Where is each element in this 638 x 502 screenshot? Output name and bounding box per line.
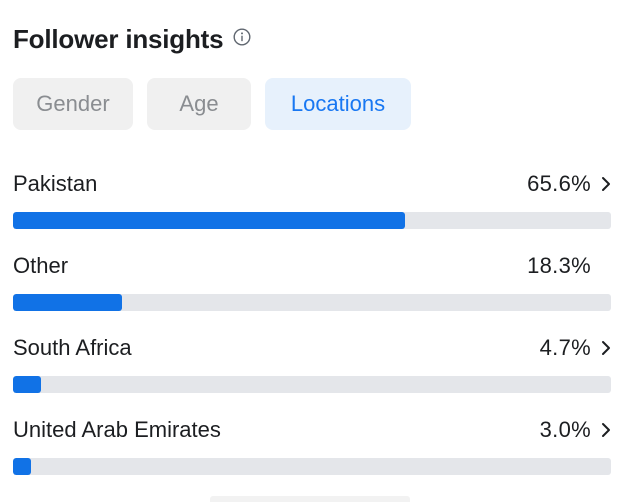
tab-gender[interactable]: Gender — [13, 78, 133, 130]
location-row-other: Other 18.3% — [13, 242, 613, 324]
progress-bar-fill — [13, 212, 405, 229]
location-label: Pakistan — [13, 171, 98, 196]
location-row-pakistan[interactable]: Pakistan 65.6% — [13, 160, 613, 242]
location-label: United Arab Emirates — [13, 417, 221, 442]
info-icon[interactable] — [233, 28, 251, 46]
chevron-right-icon[interactable] — [599, 175, 613, 193]
chevron-right-icon[interactable] — [599, 339, 613, 357]
progress-bar-fill — [13, 376, 41, 393]
location-percentage: 18.3% — [527, 253, 591, 278]
progress-bar-fill — [13, 458, 31, 475]
progress-bar-track — [13, 212, 611, 229]
page-title: Follower insights — [13, 23, 224, 54]
tab-age-label: Age — [179, 91, 219, 116]
tab-locations[interactable]: Locations — [265, 78, 411, 130]
location-label: South Africa — [13, 335, 132, 360]
tab-age[interactable]: Age — [147, 78, 251, 130]
follower-insights-header: Follower insights — [13, 22, 251, 56]
progress-bar-track — [13, 376, 611, 393]
insight-tabs: Gender Age Locations — [13, 78, 411, 130]
tab-gender-label: Gender — [36, 91, 110, 116]
location-row-uae[interactable]: United Arab Emirates 3.0% — [13, 406, 613, 488]
progress-bar-fill — [13, 294, 122, 311]
progress-bar-track — [13, 458, 611, 475]
bottom-sheet-handle — [210, 496, 410, 502]
location-percentage: 65.6% — [527, 171, 591, 196]
progress-bar-track — [13, 294, 611, 311]
location-row-south-africa[interactable]: South Africa 4.7% — [13, 324, 613, 406]
location-percentage: 4.7% — [539, 335, 591, 360]
location-label: Other — [13, 253, 69, 278]
location-percentage: 3.0% — [539, 417, 591, 442]
locations-list: Pakistan 65.6% Other 18.3% South Afric — [13, 160, 613, 488]
tab-locations-label: Locations — [290, 91, 386, 116]
chevron-right-icon[interactable] — [599, 421, 613, 439]
